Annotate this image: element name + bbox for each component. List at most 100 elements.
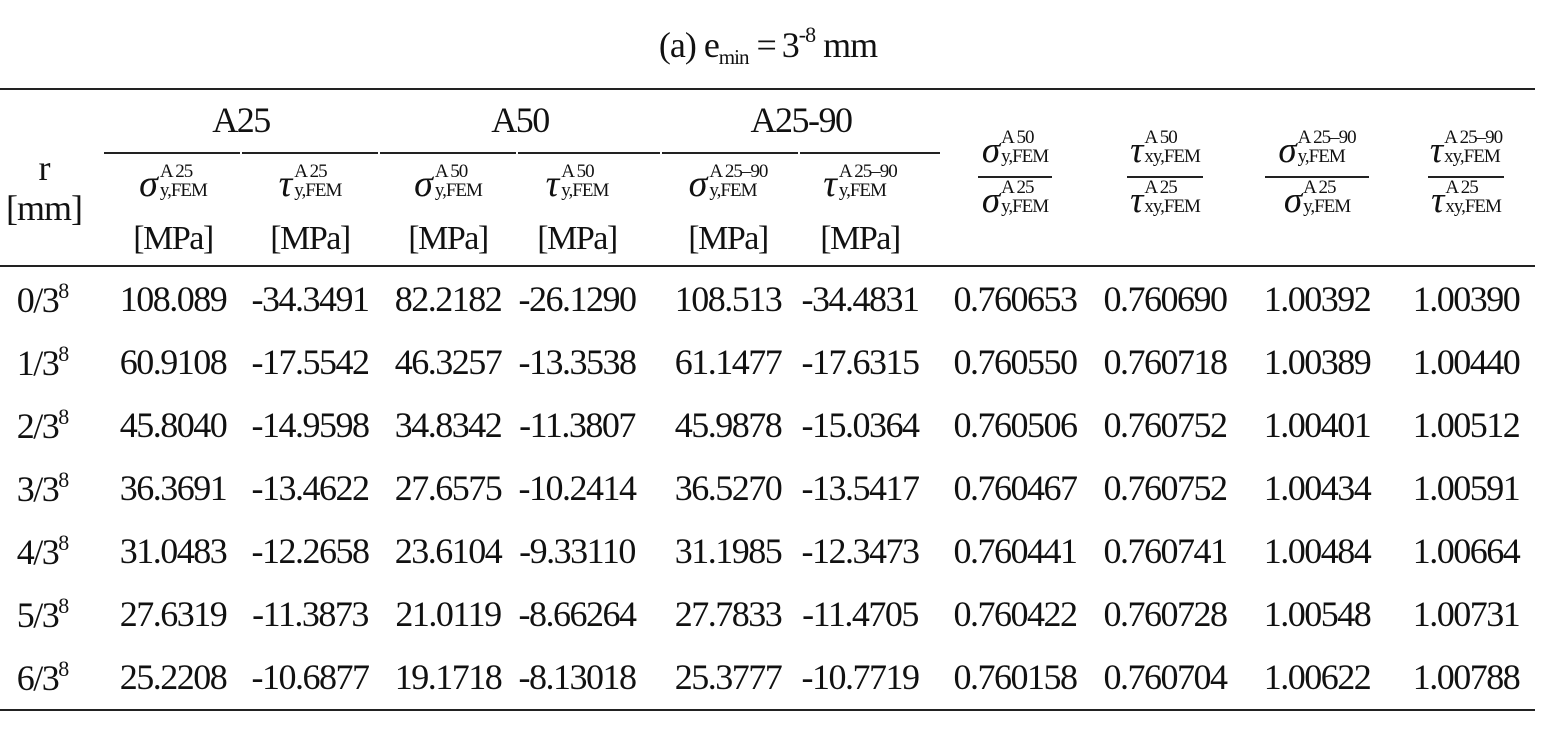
ratio-denominator-superscript: A 25 bbox=[1303, 176, 1336, 198]
table-cell: -26.1290 bbox=[518, 279, 638, 319]
table-cell: 21.0119 bbox=[395, 594, 502, 634]
column-header-symbol: τ bbox=[278, 163, 293, 205]
table-cell: 19.1718 bbox=[394, 657, 503, 697]
row-label: 3/38 bbox=[0, 467, 87, 510]
row-label-header: r [mm] bbox=[0, 148, 88, 228]
table-cell: 27.6319 bbox=[119, 594, 228, 634]
table-cell: 0.760422 bbox=[953, 594, 1079, 634]
column-header-subscript: y,FEM bbox=[294, 180, 342, 201]
ratio-denominator-superscript: A 25 bbox=[1001, 176, 1034, 198]
ratio-denominator-symbol: τ bbox=[1431, 179, 1445, 221]
table-cell: 1.00440 bbox=[1412, 342, 1521, 382]
table-cell: 0.760690 bbox=[1103, 279, 1229, 319]
caption-subscript: min bbox=[718, 45, 750, 69]
table-cell: 1.00622 bbox=[1263, 657, 1372, 697]
fraction-bar bbox=[1428, 176, 1504, 178]
ratio-denominator-subscript: xy,FEM bbox=[1144, 195, 1201, 217]
table-cell: 0.760467 bbox=[953, 468, 1079, 508]
caption-prefix: (a) e bbox=[658, 25, 720, 65]
group-header-a25: A25 bbox=[212, 100, 271, 140]
ratio-denominator-symbol: τ bbox=[1130, 179, 1144, 221]
column-header-subscript: y,FEM bbox=[561, 180, 609, 201]
group-rule-a50-right bbox=[518, 152, 660, 154]
ratio-denominator-symbol: σ bbox=[981, 179, 1001, 221]
caption-unit: mm bbox=[823, 25, 878, 65]
column-header-scripts: A 25–90 y,FEM bbox=[709, 161, 768, 201]
fraction-bar bbox=[1127, 176, 1203, 178]
table-cell: -12.2658 bbox=[251, 531, 371, 571]
table-cell: 60.9108 bbox=[119, 342, 228, 382]
row-label-value: 5/3 bbox=[16, 595, 60, 635]
table-cell: 108.513 bbox=[674, 279, 783, 319]
caption-base: 3 bbox=[781, 25, 800, 65]
table-cell: 1.00664 bbox=[1412, 531, 1521, 571]
top-rule bbox=[0, 88, 1535, 90]
table-cell: -10.6877 bbox=[251, 657, 371, 697]
column-header-scripts: A 25 y,FEM bbox=[160, 162, 208, 200]
row-label-value: 6/3 bbox=[16, 658, 60, 698]
caption-exponent: -8 bbox=[798, 22, 816, 47]
table-cell: 34.8342 bbox=[394, 405, 503, 445]
column-header-superscript: A 25–90 bbox=[709, 161, 768, 182]
table-cell: 0.760441 bbox=[953, 531, 1079, 571]
ratio-numerator-subscript: y,FEM bbox=[1001, 146, 1049, 167]
table-cell: -8.66264 bbox=[518, 594, 638, 634]
table-cell: -11.3807 bbox=[519, 405, 636, 445]
row-label-value: 2/3 bbox=[16, 406, 60, 446]
table-cell: -13.5417 bbox=[801, 468, 921, 508]
row-label: 4/38 bbox=[0, 530, 87, 573]
row-label-exponent: 8 bbox=[58, 404, 70, 429]
row-label-exponent: 8 bbox=[58, 341, 70, 366]
ratio-numerator-scripts: A 25–90 y,FEM bbox=[1297, 128, 1357, 167]
column-unit: [MPa] bbox=[408, 220, 489, 257]
table-cell: 27.6575 bbox=[394, 468, 503, 508]
row-label-value: 1/3 bbox=[16, 343, 60, 383]
group-rule-a25-left bbox=[104, 152, 240, 154]
ratio-numerator-scripts: A 25–90 xy,FEM bbox=[1444, 128, 1503, 166]
group-header-a2590: A25-90 bbox=[750, 100, 854, 140]
ratio-numerator-subscript: xy,FEM bbox=[1144, 146, 1201, 167]
column-header-subscript: y,FEM bbox=[838, 180, 887, 201]
table-cell: 45.9878 bbox=[674, 405, 783, 445]
table-cell: 46.3257 bbox=[394, 342, 503, 382]
group-rule-a2590-left bbox=[662, 152, 798, 154]
table-cell: -10.2414 bbox=[518, 468, 638, 508]
table-cell: -13.3538 bbox=[518, 342, 638, 382]
table-caption: (a) emin = 3-8 mm bbox=[0, 22, 1536, 70]
table-cell: 0.760550 bbox=[953, 342, 1079, 382]
table-cell: 1.00512 bbox=[1412, 405, 1521, 445]
row-label-exponent: 8 bbox=[58, 530, 70, 555]
row-label-symbol: r bbox=[38, 148, 51, 188]
table-cell: 36.5270 bbox=[674, 468, 783, 508]
table-cell: 1.00591 bbox=[1412, 468, 1521, 508]
ratio-denominator-subscript: xy,FEM bbox=[1445, 195, 1502, 217]
row-label-exponent: 8 bbox=[58, 656, 70, 681]
table-cell: -14.9598 bbox=[251, 405, 371, 445]
caption-equals: = bbox=[756, 25, 776, 65]
column-unit: [MPa] bbox=[270, 220, 351, 257]
table-cell: -11.4705 bbox=[802, 594, 919, 634]
column-header-superscript: A 25 bbox=[294, 161, 327, 182]
table-cell: -9.33110 bbox=[519, 531, 636, 571]
column-header-subscript: y,FEM bbox=[709, 180, 757, 201]
table-cell: 0.760653 bbox=[953, 279, 1079, 319]
ratio-denominator-superscript: A 25 bbox=[1445, 176, 1478, 198]
table-cell: -10.7719 bbox=[801, 657, 921, 697]
ratio-numerator-subscript: y,FEM bbox=[1297, 146, 1346, 167]
row-label-exponent: 8 bbox=[58, 278, 70, 303]
table-cell: 1.00389 bbox=[1263, 342, 1372, 382]
ratio-numerator-symbol: σ bbox=[981, 130, 1001, 171]
table-cell: 0.760752 bbox=[1103, 468, 1229, 508]
column-header-superscript: A 50 bbox=[434, 161, 468, 182]
column-header-symbol: σ bbox=[414, 163, 433, 205]
